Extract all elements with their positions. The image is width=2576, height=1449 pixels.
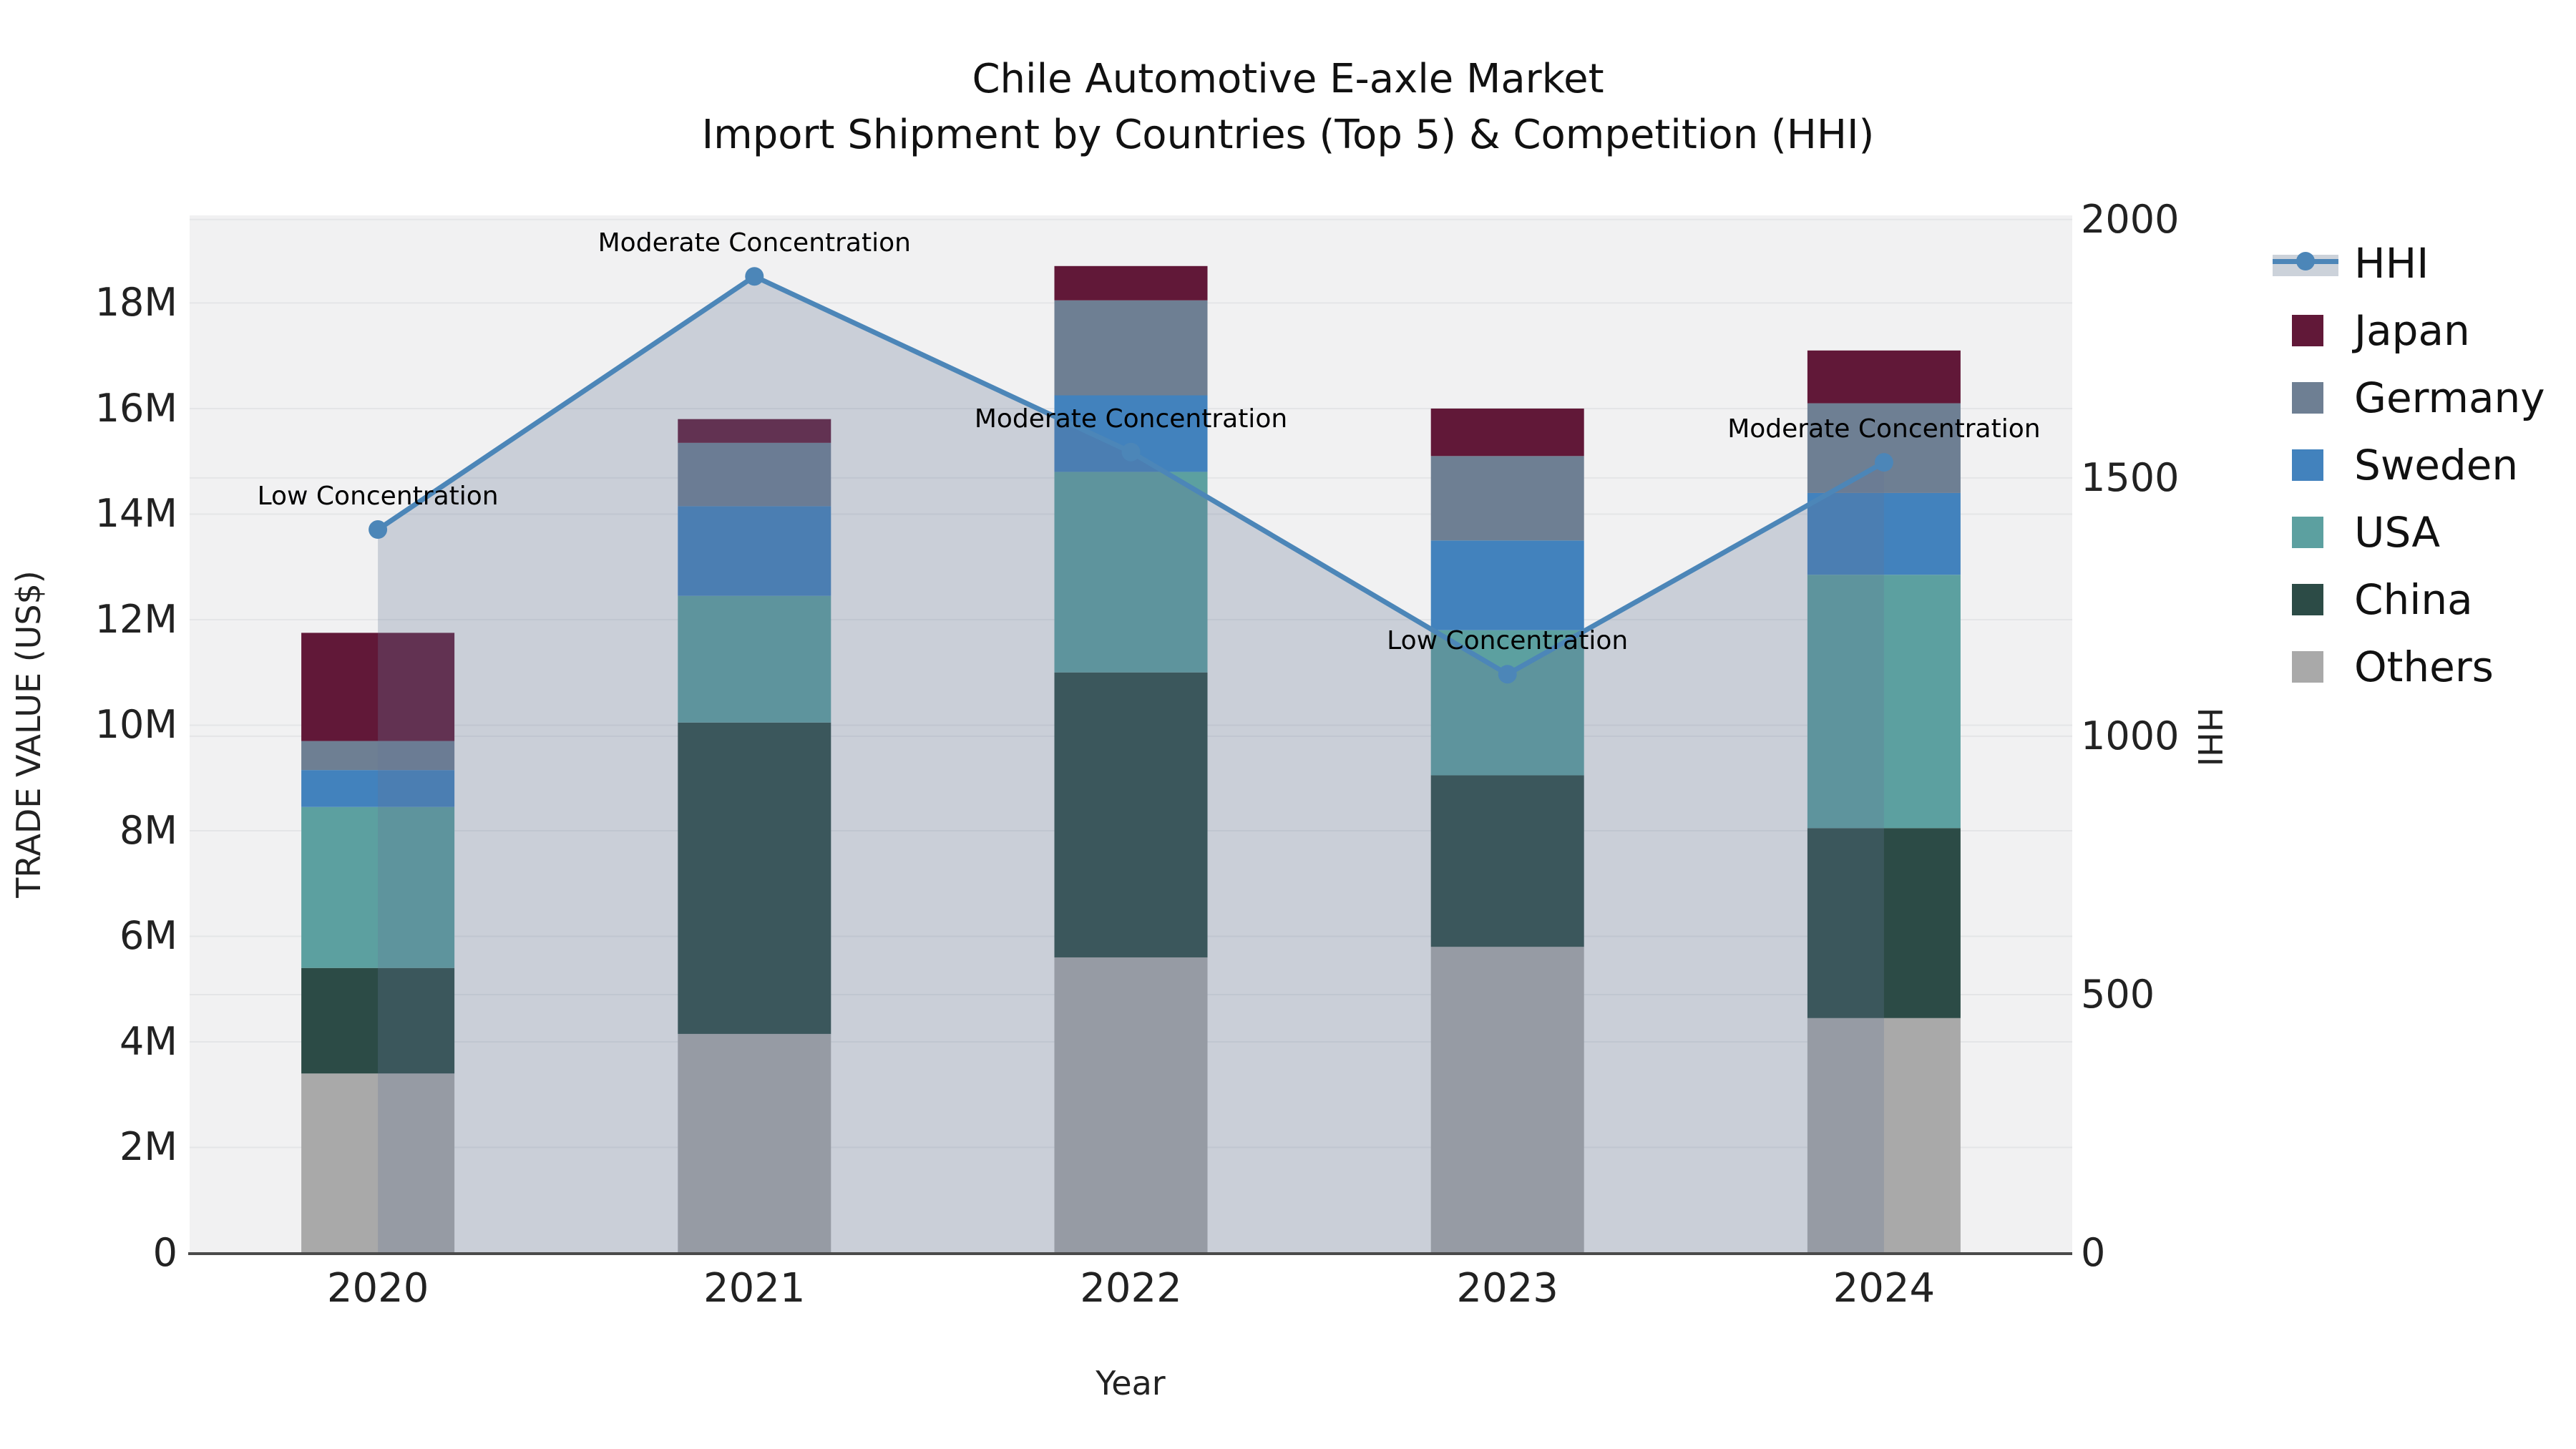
bar-segment-china-2020[interactable] <box>301 967 455 1074</box>
bar-segment-others-2020[interactable] <box>301 1073 455 1253</box>
bar-segment-germany-2022[interactable] <box>1054 300 1208 396</box>
hhi-marker-2022[interactable] <box>1121 442 1141 462</box>
bar-segment-others-2024[interactable] <box>1807 1018 1961 1253</box>
legend-swatch-usa <box>2292 517 2323 548</box>
y-right-tick-1500: 1500 <box>2081 454 2180 500</box>
y-left-tick-14M: 14M <box>94 491 177 537</box>
bar-segment-china-2023[interactable] <box>1430 775 1584 947</box>
bar-segment-others-2022[interactable] <box>1054 957 1208 1253</box>
bar-segment-china-2021[interactable] <box>678 722 831 1034</box>
legend-swatch-others <box>2292 651 2323 683</box>
bar-segment-japan-2022[interactable] <box>1054 265 1208 301</box>
bar-segment-sweden-2021[interactable] <box>678 506 831 596</box>
y-left-tick-18M: 18M <box>94 280 177 326</box>
legend-swatch-china <box>2292 584 2323 615</box>
annotation-2020: Low Concentration <box>257 482 499 512</box>
y-axis-title-left: TRADE VALUE (US$) <box>9 570 48 898</box>
bar-segment-germany-2020[interactable] <box>301 741 455 771</box>
y-right-tick-1000: 1000 <box>2081 713 2180 758</box>
bar-segment-usa-2024[interactable] <box>1807 575 1961 829</box>
bar-segment-china-2024[interactable] <box>1807 828 1961 1018</box>
bar-segment-japan-2023[interactable] <box>1430 408 1584 457</box>
bar-segment-china-2022[interactable] <box>1054 672 1208 957</box>
legend-label-japan: Japan <box>2354 306 2470 355</box>
legend-label-china: China <box>2354 575 2473 624</box>
annotation-2021: Moderate Concentration <box>597 228 911 258</box>
bar-segment-germany-2021[interactable] <box>678 442 831 507</box>
x-tick-2021: 2021 <box>703 1265 806 1312</box>
y-axis-title-right: HHI <box>2190 707 2229 767</box>
hhi-area-fill <box>378 276 1884 1253</box>
legend-swatch-germany <box>2292 382 2323 414</box>
y-left-tick-12M: 12M <box>94 596 177 642</box>
bar-segment-sweden-2023[interactable] <box>1430 540 1584 630</box>
bar-segment-usa-2020[interactable] <box>301 806 455 968</box>
legend-hhi-marker-dot <box>2296 252 2315 270</box>
x-tick-2020: 2020 <box>326 1265 429 1312</box>
annotation-2023: Low Concentration <box>1387 626 1629 656</box>
legend-label-germany: Germany <box>2354 374 2545 422</box>
legend-label-hhi: HHI <box>2354 239 2429 288</box>
bar-segment-usa-2023[interactable] <box>1430 630 1584 776</box>
y-left-tick-4M: 4M <box>119 1018 177 1064</box>
x-tick-2022: 2022 <box>1080 1265 1182 1312</box>
hhi-marker-2023[interactable] <box>1498 665 1517 684</box>
bar-segment-others-2021[interactable] <box>678 1033 831 1253</box>
hhi-marker-2021[interactable] <box>745 267 764 286</box>
legend-label-usa: USA <box>2354 508 2441 557</box>
x-axis-title: Year <box>1096 1364 1166 1402</box>
y-left-tick-6M: 6M <box>119 913 177 959</box>
y-left-tick-16M: 16M <box>94 385 177 431</box>
legend-swatch-sweden <box>2292 449 2323 481</box>
legend-swatch-japan <box>2292 315 2323 346</box>
x-axis-line <box>188 1252 2072 1255</box>
annotation-2022: Moderate Concentration <box>974 404 1288 434</box>
bar-segment-usa-2022[interactable] <box>1054 472 1208 673</box>
x-tick-2024: 2024 <box>1833 1265 1936 1312</box>
y-right-tick-0: 0 <box>2081 1230 2106 1275</box>
bar-segment-germany-2023[interactable] <box>1430 456 1584 541</box>
bar-segment-japan-2024[interactable] <box>1807 350 1961 404</box>
bar-segment-germany-2024[interactable] <box>1807 403 1961 493</box>
y-left-tick-10M: 10M <box>94 702 177 748</box>
x-tick-2023: 2023 <box>1456 1265 1558 1312</box>
y-right-tick-2000: 2000 <box>2081 196 2180 242</box>
hhi-marker-2020[interactable] <box>369 520 388 540</box>
chart-title-line2: Import Shipment by Countries (Top 5) & C… <box>701 112 1875 158</box>
hhi-marker-2024[interactable] <box>1874 453 1893 472</box>
bar-segment-japan-2020[interactable] <box>301 633 455 741</box>
bar-segment-usa-2021[interactable] <box>678 595 831 723</box>
bar-segment-others-2023[interactable] <box>1430 947 1584 1253</box>
y-left-tick-0: 0 <box>152 1230 177 1275</box>
bar-segment-sweden-2024[interactable] <box>1807 492 1961 575</box>
y-left-tick-2M: 2M <box>119 1124 177 1170</box>
y-right-tick-500: 500 <box>2081 971 2155 1017</box>
y-left-tick-8M: 8M <box>119 807 177 853</box>
bar-segment-japan-2021[interactable] <box>678 419 831 443</box>
legend-label-others: Others <box>2354 643 2494 691</box>
annotation-2024: Moderate Concentration <box>1727 414 2041 444</box>
legend-label-sweden: Sweden <box>2354 441 2519 489</box>
chart-title-line1: Chile Automotive E-axle Market <box>972 56 1604 102</box>
bar-segment-sweden-2020[interactable] <box>301 770 455 807</box>
